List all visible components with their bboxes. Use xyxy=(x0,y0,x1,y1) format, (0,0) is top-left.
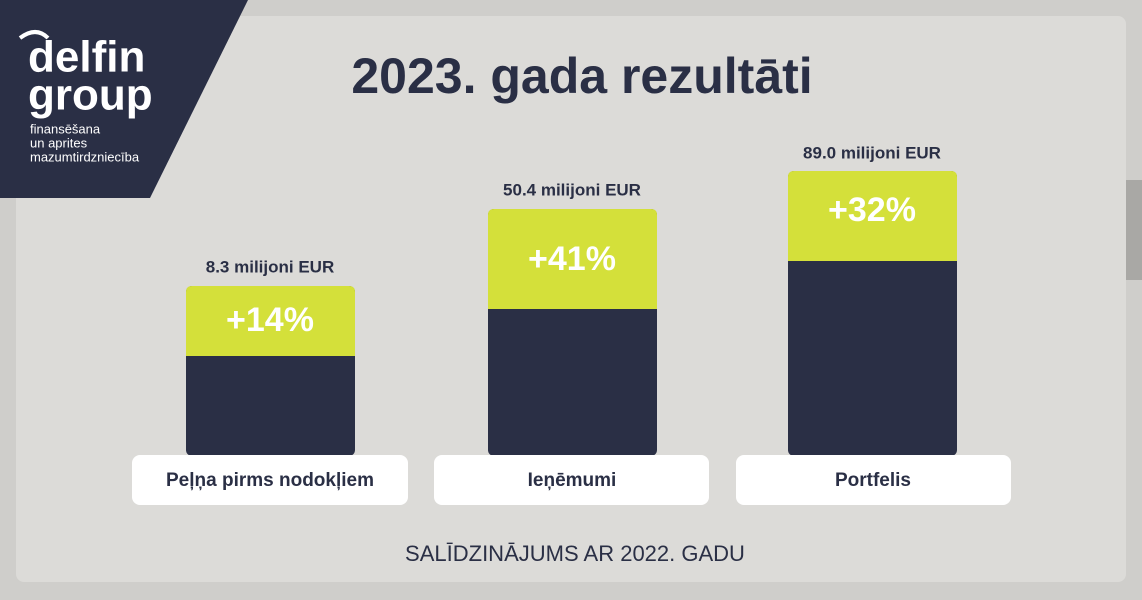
logo-mark xyxy=(18,30,50,40)
logo-tagline: mazumtirdzniecība xyxy=(30,149,140,164)
footer: SALĪDZINĀJUMS AR 2022. GADU xyxy=(405,541,745,566)
growth-block xyxy=(186,286,355,356)
label-box xyxy=(434,455,709,505)
amount: 8.3 milijoni EUR xyxy=(206,257,334,276)
title: 2023. gada rezultāti xyxy=(351,48,812,104)
growth-block xyxy=(788,171,957,261)
edge-decor xyxy=(1126,180,1142,280)
card: 8.3 milijoni EUR +14% Peļņa pirms nodokļ… xyxy=(132,257,408,505)
growth: +32% xyxy=(828,191,916,229)
growth-block xyxy=(488,209,657,309)
growth: +41% xyxy=(528,240,616,278)
logo-tagline: finansēšana xyxy=(30,121,101,136)
label: Peļņa pirms nodokļiem xyxy=(166,470,374,491)
growth: +14% xyxy=(226,301,314,339)
label-box xyxy=(736,455,1011,505)
amount: 89.0 milijoni EUR xyxy=(803,143,941,162)
card: 89.0 milijoni EUR +32% Portfelis xyxy=(736,143,1011,505)
amount: 50.4 milijoni EUR xyxy=(503,180,641,199)
logo-line2: group xyxy=(28,71,153,120)
logo-background xyxy=(0,0,248,198)
label: Ieņēmumi xyxy=(528,470,617,491)
label: Portfelis xyxy=(835,470,911,491)
logo-tagline: un aprites xyxy=(30,135,88,150)
logo-line1: delfin xyxy=(28,33,145,82)
card: 50.4 milijoni EUR +41% Ieņēmumi xyxy=(434,180,709,505)
label-box xyxy=(132,455,408,505)
